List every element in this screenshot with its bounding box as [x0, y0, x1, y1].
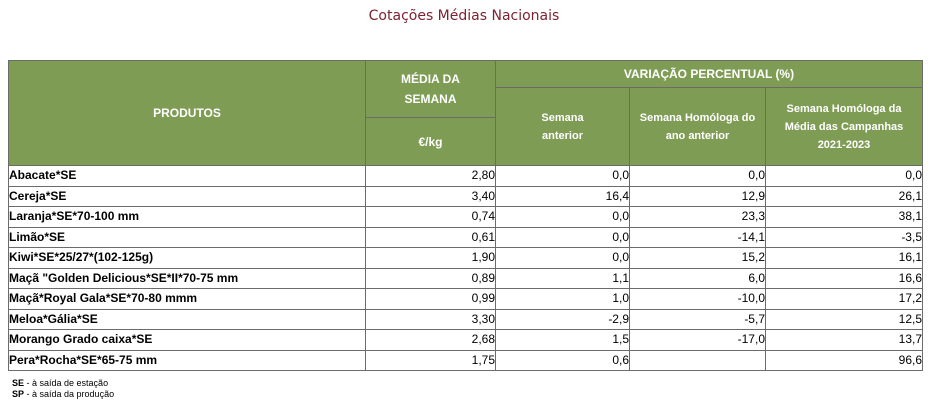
header-unit: €/kg	[365, 117, 496, 166]
table-row: Laranja*SE*70-100 mm 0,74 0,0 23,3 38,1	[8, 206, 923, 228]
media-cell: 1,90	[365, 247, 496, 269]
media-cell: 3,30	[365, 308, 496, 330]
page-title: Cotações Médias Nacionais	[368, 8, 560, 24]
semana-anterior-cell: 1,1	[495, 267, 630, 289]
media-cell: 0,61	[365, 226, 496, 248]
semana-anterior-cell: -2,9	[495, 308, 630, 330]
table-row: Kiwi*SE*25/27*(102-125g) 1,90 0,0 15,2 16,1	[8, 247, 923, 269]
product-cell: Laranja*SE*70-100 mm	[8, 206, 366, 228]
campanhas-cell: 0,0	[765, 165, 923, 187]
campanhas-cell: 16,6	[765, 267, 923, 289]
product-cell: Maçã*Royal Gala*SE*70-80 mmm	[8, 288, 366, 310]
semana-anterior-cell: 0,0	[495, 165, 630, 187]
header-variacao-label: VARIAÇÃO PERCENTUAL (%)	[623, 67, 795, 81]
table-row: Abacate*SE 2,80 0,0 0,0 0,0	[8, 165, 923, 187]
product-cell: Cereja*SE	[8, 185, 366, 207]
campanhas-cell: 17,2	[765, 288, 923, 310]
table-row: Pera*Rocha*SE*65-75 mm 1,75 0,6 96,6	[8, 349, 923, 371]
media-cell: 0,74	[365, 206, 496, 228]
header-semana-homologa-campanhas-label: Semana Homóloga da Média das Campanhas 2…	[784, 102, 904, 151]
header-semana-homologa-label: Semana Homóloga do ano anterior	[639, 111, 756, 142]
header-unit-label: €/kg	[418, 134, 443, 149]
semana-homologa-cell: 0,0	[629, 165, 766, 187]
header-produtos-label: PRODUTOS	[153, 106, 221, 120]
header-semana-anterior-label: Semana anterior	[541, 111, 584, 142]
table-row: Morango Grado caixa*SE 2,68 1,5 -17,0 13,7	[8, 329, 923, 351]
media-cell: 0,89	[365, 267, 496, 289]
semana-homologa-cell: 23,3	[629, 206, 766, 228]
header-produtos: PRODUTOS	[8, 60, 366, 166]
campanhas-cell: 38,1	[765, 206, 923, 228]
semana-homologa-cell: -10,0	[629, 288, 766, 310]
semana-homologa-cell: 12,9	[629, 185, 766, 207]
table-row: Cereja*SE 3,40 16,4 12,9 26,1	[8, 185, 923, 207]
table-row: Limão*SE 0,61 0,0 -14,1 -3,5	[8, 226, 923, 248]
media-cell: 2,80	[365, 165, 496, 187]
table-row: Maçã "Golden Delicious*SE*II*70-75 mm 0,8…	[8, 267, 923, 289]
legend-sp: SP - à saída da produção	[12, 389, 114, 399]
table-row: Maçã*Royal Gala*SE*70-80 mmm 0,99 1,0 -10,0…	[8, 288, 923, 310]
media-cell: 1,75	[365, 349, 496, 371]
semana-homologa-cell: -5,7	[629, 308, 766, 330]
semana-anterior-cell: 16,4	[495, 185, 630, 207]
media-cell: 0,99	[365, 288, 496, 310]
product-cell: Pera*Rocha*SE*65-75 mm	[8, 349, 366, 371]
semana-anterior-cell: 0,0	[495, 226, 630, 248]
campanhas-cell: 12,5	[765, 308, 923, 330]
table-row: Meloa*Gália*SE 3,30 -2,9 -5,7 12,5	[8, 308, 923, 330]
campanhas-cell: 16,1	[765, 247, 923, 269]
product-cell: Limão*SE	[8, 226, 366, 248]
semana-anterior-cell: 1,5	[495, 329, 630, 351]
prices-table: PRODUTOS MÉDIA DA SEMANA VARIAÇÃO PERCEN…	[8, 60, 923, 371]
header-semana-anterior: Semana anterior	[495, 87, 630, 166]
header-media-semana-label: MÉDIA DA SEMANA	[401, 72, 460, 106]
legend-code: SE	[12, 378, 25, 388]
media-cell: 2,68	[365, 329, 496, 351]
semana-homologa-cell: -17,0	[629, 329, 766, 351]
semana-anterior-cell: 0,0	[495, 206, 630, 228]
semana-anterior-cell: 0,0	[495, 247, 630, 269]
campanhas-cell: 13,7	[765, 329, 923, 351]
semana-homologa-cell	[629, 349, 766, 371]
media-cell: 3,40	[365, 185, 496, 207]
semana-anterior-cell: 0,6	[495, 349, 630, 371]
header-semana-homologa: Semana Homóloga do ano anterior	[629, 87, 766, 166]
product-cell: Maçã "Golden Delicious*SE*II*70-75 mm	[8, 267, 366, 289]
campanhas-cell: 96,6	[765, 349, 923, 371]
product-cell: Morango Grado caixa*SE	[8, 329, 366, 351]
header-semana-homologa-campanhas: Semana Homóloga da Média das Campanhas 2…	[765, 87, 923, 166]
semana-anterior-cell: 1,0	[495, 288, 630, 310]
product-cell: Meloa*Gália*SE	[8, 308, 366, 330]
header-variacao: VARIAÇÃO PERCENTUAL (%)	[495, 60, 923, 88]
legend-code: SP	[12, 389, 25, 399]
legend-text: - à saída da produção	[24, 389, 115, 399]
campanhas-cell: 26,1	[765, 185, 923, 207]
product-cell: Kiwi*SE*25/27*(102-125g)	[8, 247, 366, 269]
header-media-semana: MÉDIA DA SEMANA	[365, 60, 496, 118]
semana-homologa-cell: 6,0	[629, 267, 766, 289]
product-cell: Abacate*SE	[8, 165, 366, 187]
legend-se: SE - à saída de estação	[12, 378, 108, 388]
semana-homologa-cell: -14,1	[629, 226, 766, 248]
semana-homologa-cell: 15,2	[629, 247, 766, 269]
campanhas-cell: -3,5	[765, 226, 923, 248]
legend-text: - à saída de estação	[24, 378, 109, 388]
